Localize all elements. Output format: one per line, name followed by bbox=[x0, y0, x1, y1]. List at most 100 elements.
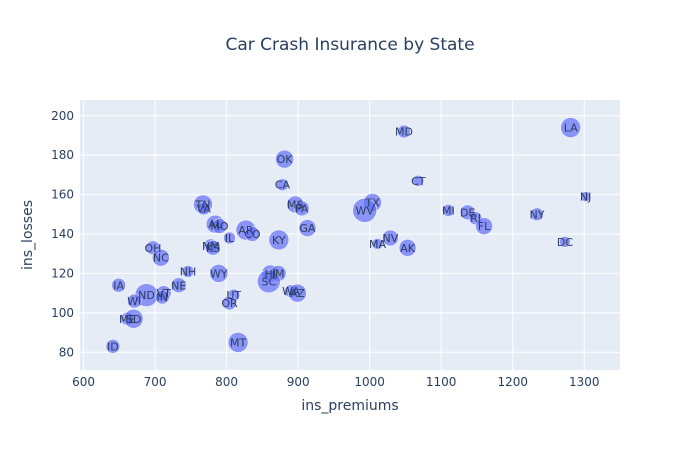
x-tick-label: 600 bbox=[72, 375, 95, 389]
data-point-mo bbox=[211, 218, 228, 234]
data-point-dc bbox=[559, 236, 571, 248]
data-point-ak bbox=[398, 239, 417, 257]
data-point-nj bbox=[580, 191, 591, 202]
data-label-ia: IA bbox=[113, 279, 124, 292]
gridlines bbox=[80, 100, 620, 370]
data-label-mi: MI bbox=[442, 204, 455, 217]
data-label-md: MD bbox=[395, 126, 413, 139]
data-label-tx: TX bbox=[364, 196, 380, 209]
data-label-ga: GA bbox=[299, 222, 316, 235]
data-point-il bbox=[223, 231, 236, 245]
data-label-nm: NM bbox=[202, 240, 220, 253]
data-point-ok bbox=[275, 149, 294, 169]
y-tick-label: 80 bbox=[59, 345, 74, 359]
chart-title: Car Crash Insurance by State bbox=[225, 35, 474, 55]
plot-area bbox=[80, 100, 620, 370]
data-label-ct: CT bbox=[411, 175, 426, 188]
x-tick-label: 1100 bbox=[426, 375, 457, 389]
data-label-ks: KS bbox=[206, 242, 220, 255]
data-label-nv: NV bbox=[383, 232, 399, 245]
data-label-ne: NE bbox=[171, 279, 186, 292]
data-point-wi bbox=[127, 293, 142, 309]
data-label-ky: KY bbox=[272, 234, 286, 247]
data-label-wa: WA bbox=[282, 285, 300, 298]
data-point-sd bbox=[123, 309, 144, 329]
x-tick-label: 700 bbox=[144, 375, 167, 389]
data-point-ia bbox=[111, 278, 126, 293]
data-label-tn: TN bbox=[195, 198, 211, 211]
data-label-dc: DC bbox=[557, 236, 573, 249]
x-axis-title: ins_premiums bbox=[301, 398, 398, 414]
data-point-wy bbox=[209, 264, 229, 283]
y-tick-label: 200 bbox=[51, 109, 74, 123]
data-label-de: DE bbox=[460, 206, 475, 219]
data-label-fl: FL bbox=[478, 220, 491, 233]
data-label-co: CO bbox=[244, 228, 261, 241]
y-tick-label: 160 bbox=[51, 188, 74, 202]
data-point-sc bbox=[257, 269, 281, 294]
data-label-ut: UT bbox=[226, 289, 241, 302]
y-tick-label: 100 bbox=[51, 306, 74, 320]
data-point-id bbox=[105, 339, 121, 354]
data-label-ma: MA bbox=[369, 238, 386, 251]
data-label-wi: WI bbox=[127, 295, 141, 308]
data-point-wv bbox=[352, 198, 377, 223]
data-label-ri: RI bbox=[470, 212, 481, 225]
data-point-la bbox=[560, 117, 581, 138]
data-point-ga bbox=[298, 219, 317, 237]
data-label-nh: NH bbox=[180, 265, 197, 278]
data-label-nj: NJ bbox=[580, 191, 591, 204]
data-point-va bbox=[196, 201, 211, 216]
y-tick-label: 120 bbox=[51, 266, 74, 280]
data-label-vt: VT bbox=[157, 287, 172, 300]
data-label-wy: WY bbox=[210, 267, 228, 280]
data-label-al: AL bbox=[208, 218, 223, 231]
data-point-mi bbox=[442, 204, 455, 217]
data-points bbox=[105, 117, 591, 354]
data-label-ca: CA bbox=[275, 179, 291, 192]
data-label-oh: OH bbox=[144, 242, 161, 255]
y-tick-label: 140 bbox=[51, 227, 74, 241]
data-label-az: AZ bbox=[290, 287, 306, 300]
data-point-nh bbox=[181, 265, 195, 278]
data-point-ct bbox=[412, 175, 425, 187]
x-tick-label: 1200 bbox=[497, 375, 528, 389]
data-label-mt: MT bbox=[230, 336, 246, 349]
data-point-ky bbox=[268, 229, 290, 251]
data-point-ks bbox=[205, 240, 221, 256]
data-label-hi: HI bbox=[264, 267, 276, 280]
data-point-fl bbox=[475, 217, 493, 235]
data-label-pa: PA bbox=[295, 202, 309, 215]
data-label-sd: SD bbox=[126, 313, 141, 326]
y-axis-title: ins_losses bbox=[20, 200, 36, 270]
data-point-co bbox=[244, 226, 261, 242]
x-tick-label: 1000 bbox=[354, 375, 385, 389]
data-label-me: ME bbox=[119, 313, 135, 326]
data-point-ne bbox=[170, 277, 187, 294]
data-label-ak: AK bbox=[400, 242, 416, 255]
data-label-la: LA bbox=[564, 122, 578, 135]
data-point-mt bbox=[227, 332, 249, 353]
data-label-mo: MO bbox=[210, 220, 228, 233]
data-label-nd: ND bbox=[138, 289, 155, 302]
data-label-ar: AR bbox=[238, 224, 254, 237]
data-label-va: VA bbox=[197, 202, 212, 215]
data-label-nc: NC bbox=[153, 252, 169, 265]
tick-labels: 600 700 800 900 1000 1100 1200 1300 80 100 120 140 1… bbox=[51, 109, 599, 389]
data-point-pa bbox=[293, 200, 310, 217]
y-tick-label: 180 bbox=[51, 148, 74, 162]
data-point-in bbox=[155, 289, 170, 305]
data-label-ny: NY bbox=[530, 208, 545, 221]
data-label-ms: MS bbox=[287, 198, 303, 211]
data-label-in: IN bbox=[157, 291, 168, 304]
data-point-ma bbox=[371, 238, 384, 250]
data-label-im: IM bbox=[272, 267, 285, 280]
data-point-or bbox=[222, 295, 237, 311]
x-tick-label: 900 bbox=[287, 375, 310, 389]
x-tick-label: 800 bbox=[215, 375, 238, 389]
data-point-ny bbox=[530, 207, 544, 222]
data-label-or: OR bbox=[221, 297, 238, 310]
